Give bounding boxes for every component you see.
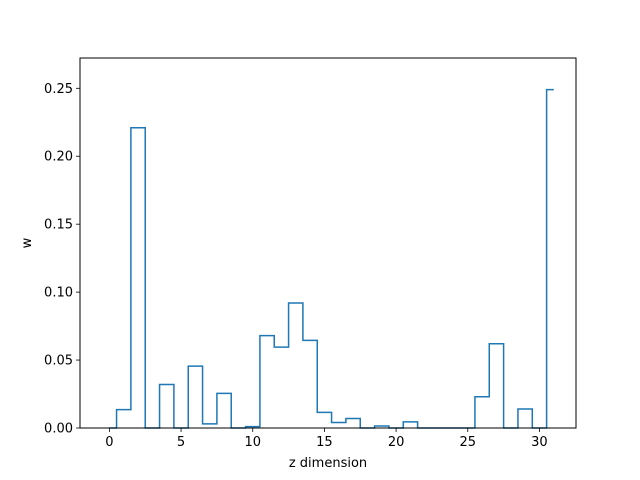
plot-area	[80, 58, 576, 428]
x-tick-label: 5	[177, 435, 185, 450]
x-tick-label: 25	[459, 435, 476, 450]
x-tick-label: 0	[105, 435, 113, 450]
y-tick-label: 0.20	[44, 150, 73, 165]
y-tick-label: 0.15	[44, 218, 73, 233]
y-axis-ticks: 0.00 0.05 0.10 0.15 0.20 0.25	[44, 82, 80, 437]
x-tick-label: 30	[531, 435, 548, 450]
y-axis-label: w	[20, 237, 35, 248]
x-axis-label: z dimension	[289, 456, 367, 471]
y-tick-label: 0.25	[44, 82, 73, 97]
y-tick-label: 0.10	[44, 286, 73, 301]
x-axis-ticks: 0 5 10 15 20 25 30	[105, 428, 548, 450]
y-tick-label: 0.00	[44, 422, 73, 437]
y-tick-label: 0.05	[44, 354, 73, 369]
plot-frame	[79, 57, 577, 429]
x-tick-label: 10	[244, 435, 261, 450]
x-tick-label: 20	[388, 435, 405, 450]
x-tick-label: 15	[316, 435, 333, 450]
